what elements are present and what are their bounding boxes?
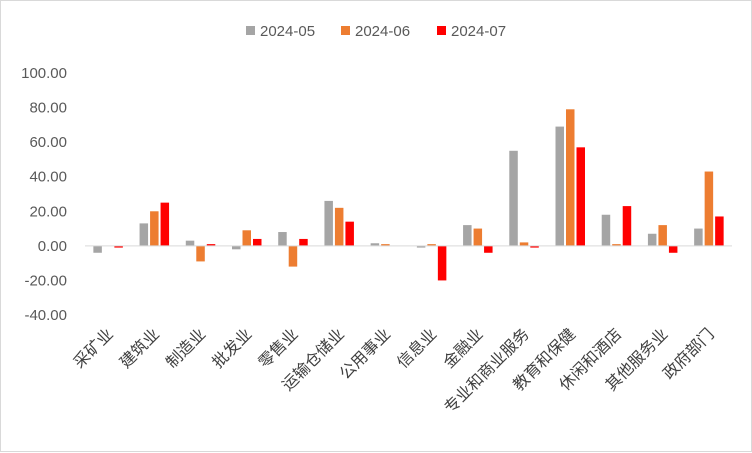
bar-2024-05-批发业 [232,246,241,249]
bars [93,109,723,280]
x-category-label: 采矿业 [70,324,117,371]
y-tick-label: 0.00 [38,238,67,255]
bar-2024-07-政府部门 [715,216,724,245]
x-category-label: 批发业 [208,324,255,371]
x-category-label: 政府部门 [659,324,718,383]
bar-2024-07-运输仓储业 [345,222,354,246]
bar-2024-05-制造业 [186,241,195,246]
legend-label: 2024-05 [260,23,315,40]
bar-2024-07-教育和保健 [577,147,586,246]
bar-2024-06-政府部门 [705,172,714,246]
bar-2024-06-专业和商业服务 [520,242,529,245]
legend-swatch [246,26,255,35]
legend-label: 2024-07 [451,23,506,40]
bar-2024-05-政府部门 [694,229,703,246]
bar-2024-06-批发业 [243,230,252,246]
y-tick-label: 40.00 [29,169,67,186]
bar-2024-05-教育和保健 [556,127,565,246]
bar-2024-07-批发业 [253,239,262,246]
bar-2024-05-其他服务业 [648,234,657,246]
bar-2024-06-制造业 [196,246,205,262]
bar-2024-05-休闲和酒店 [602,215,611,246]
bar-2024-05-采矿业 [93,246,102,253]
bar-2024-06-运输仓储业 [335,208,344,246]
x-axis-labels: 采矿业建筑业制造业批发业零售业运输仓储业公用事业信息业金融业专业和商业服务教育和… [70,324,718,417]
x-category-label: 公用事业 [336,324,395,383]
y-tick-label: 60.00 [29,134,67,151]
bar-2024-07-休闲和酒店 [623,206,632,246]
legend-swatch [437,26,446,35]
y-tick-label: -40.00 [24,307,67,324]
x-category-label: 建筑业 [116,324,163,371]
y-tick-label: 20.00 [29,203,67,220]
bar-2024-07-金融业 [484,246,493,253]
bar-2024-07-信息业 [438,246,447,281]
legend-swatch [341,26,350,35]
x-category-label: 制造业 [162,324,209,371]
chart-legend: 2024-05 2024-06 2024-07 [246,23,506,40]
bar-2024-06-其他服务业 [658,225,667,246]
y-tick-label: -20.00 [24,272,67,289]
y-tick-label: 100.00 [21,65,67,82]
bar-2024-06-金融业 [474,229,483,246]
bar-2024-05-运输仓储业 [324,201,333,246]
bar-2024-07-零售业 [299,239,308,246]
y-tick-label: 80.00 [29,100,67,117]
bar-2024-05-金融业 [463,225,472,246]
bar-2024-06-零售业 [289,246,298,267]
bar-2024-05-专业和商业服务 [509,151,518,246]
bar-2024-06-建筑业 [150,211,159,246]
y-axis: 100.00 80.00 60.00 40.00 20.00 0.00 -20.00 -40.… [21,65,67,324]
bar-2024-06-教育和保健 [566,109,575,246]
bar-2024-05-零售业 [278,232,287,246]
bar-2024-05-建筑业 [140,223,149,245]
bar-2024-07-其他服务业 [669,246,678,253]
x-category-label: 信息业 [393,324,440,371]
bar-2024-07-建筑业 [161,203,170,246]
legend-label: 2024-06 [355,23,410,40]
